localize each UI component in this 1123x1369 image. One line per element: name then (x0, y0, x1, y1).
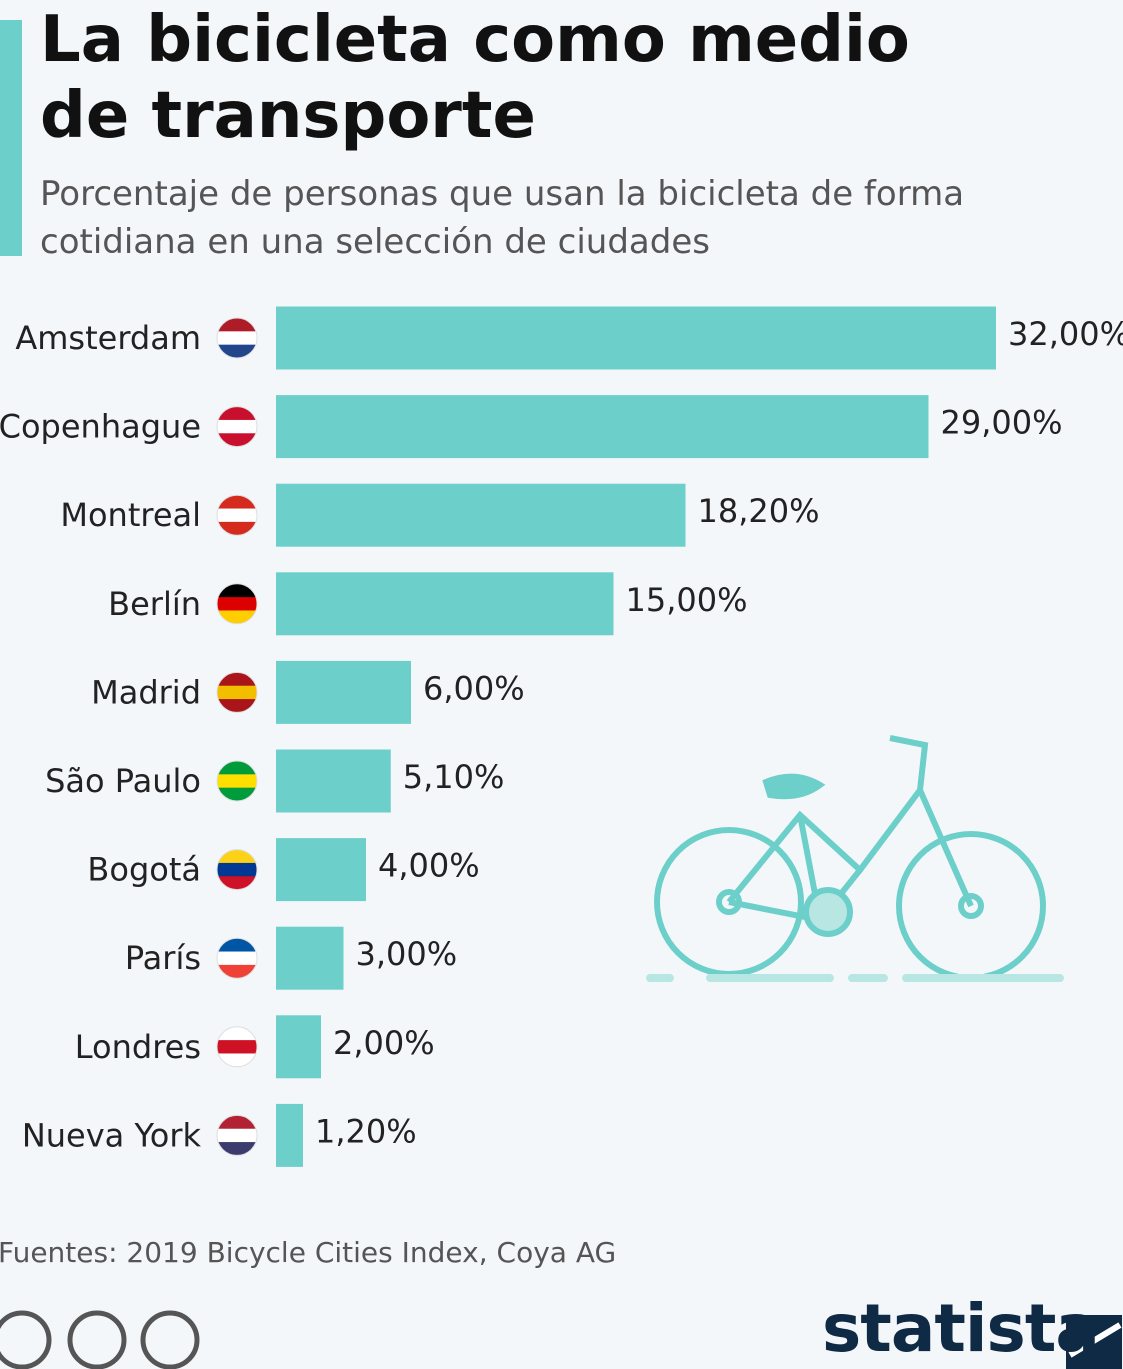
flag-stripe (217, 495, 257, 510)
flag-outline (216, 671, 258, 713)
subtitle: Porcentaje de personas que usan la bicic… (40, 174, 965, 262)
value-label: 4,00% (378, 847, 480, 885)
flag-stripe (217, 862, 257, 877)
flag-stripe (217, 318, 257, 332)
flag-outline (216, 494, 258, 536)
bar (276, 838, 366, 902)
value-label: 18,20% (698, 492, 820, 530)
value-label: 1,20% (315, 1112, 417, 1150)
bar (276, 1015, 321, 1079)
flag-stripe (217, 964, 257, 979)
flag-stripe (217, 951, 257, 966)
flag-stripe (217, 849, 257, 864)
category-label: Nueva York (22, 1116, 202, 1154)
flag-stripe (217, 761, 257, 775)
flag-stripe (217, 685, 257, 700)
flag-stripe (217, 508, 257, 523)
value-label: 3,00% (356, 935, 458, 973)
flag-stripe (217, 876, 257, 890)
flag-stripe (217, 1115, 257, 1130)
flag-stripe (217, 1040, 257, 1054)
bar (276, 395, 929, 459)
flag-outline (216, 849, 258, 891)
bicycle-illustration (646, 735, 1064, 982)
flag-stripe (217, 583, 257, 598)
bar (276, 1103, 303, 1167)
flag-outline (216, 406, 258, 448)
bar (276, 749, 391, 813)
flag-stripe (217, 938, 257, 953)
accent-bar (0, 20, 22, 256)
bar (276, 483, 686, 547)
category-label: Berlín (108, 585, 201, 623)
flag-stripe (217, 699, 257, 713)
flag-stripe (217, 521, 257, 536)
category-label: São Paulo (45, 762, 201, 800)
category-label: Copenhague (0, 408, 201, 446)
flag-stripe (217, 406, 257, 421)
flag-stripe (217, 672, 257, 687)
flag-outline (216, 1026, 258, 1068)
bar (276, 306, 996, 370)
flag-outline (216, 583, 258, 625)
category-label: Bogotá (87, 851, 201, 889)
bar (276, 660, 411, 724)
flag-stripe (217, 331, 257, 346)
flag-stripe (217, 1142, 257, 1156)
category-label: Amsterdam (15, 319, 201, 357)
value-label: 2,00% (333, 1024, 435, 1062)
bar (276, 572, 614, 636)
flag-stripe (217, 597, 257, 611)
flag-outline (216, 1114, 258, 1156)
brand: statista (822, 1290, 1100, 1367)
flag-stripe (217, 774, 257, 789)
category-label: París (125, 939, 201, 977)
license-icons (0, 1310, 200, 1369)
category-label: Londres (75, 1028, 201, 1066)
flag-stripe (217, 1026, 257, 1041)
category-label: Madrid (91, 673, 201, 711)
flag-stripe (217, 344, 257, 358)
flag-stripe (217, 1053, 257, 1067)
flag-stripe (217, 419, 257, 434)
bar (276, 926, 344, 990)
flag-outline (216, 937, 258, 979)
value-label: 15,00% (626, 581, 748, 619)
flag-stripe (217, 433, 257, 447)
source: Fuentes: 2019 Bicycle Cities Index, Coya… (0, 1236, 617, 1269)
value-label: 5,10% (403, 758, 505, 796)
flag-outline (216, 317, 258, 359)
value-label: 6,00% (423, 669, 525, 707)
flag-outline (216, 760, 258, 802)
flag-stripe (217, 1128, 257, 1143)
value-label: 32,00% (1008, 315, 1123, 353)
value-label: 29,00% (941, 404, 1063, 442)
title: La bicicleta como medio de transporte (40, 3, 910, 153)
flag-stripe (217, 610, 257, 624)
brand-logo (1066, 1315, 1122, 1369)
flag-stripe (217, 787, 257, 801)
category-label: Montreal (60, 496, 201, 534)
